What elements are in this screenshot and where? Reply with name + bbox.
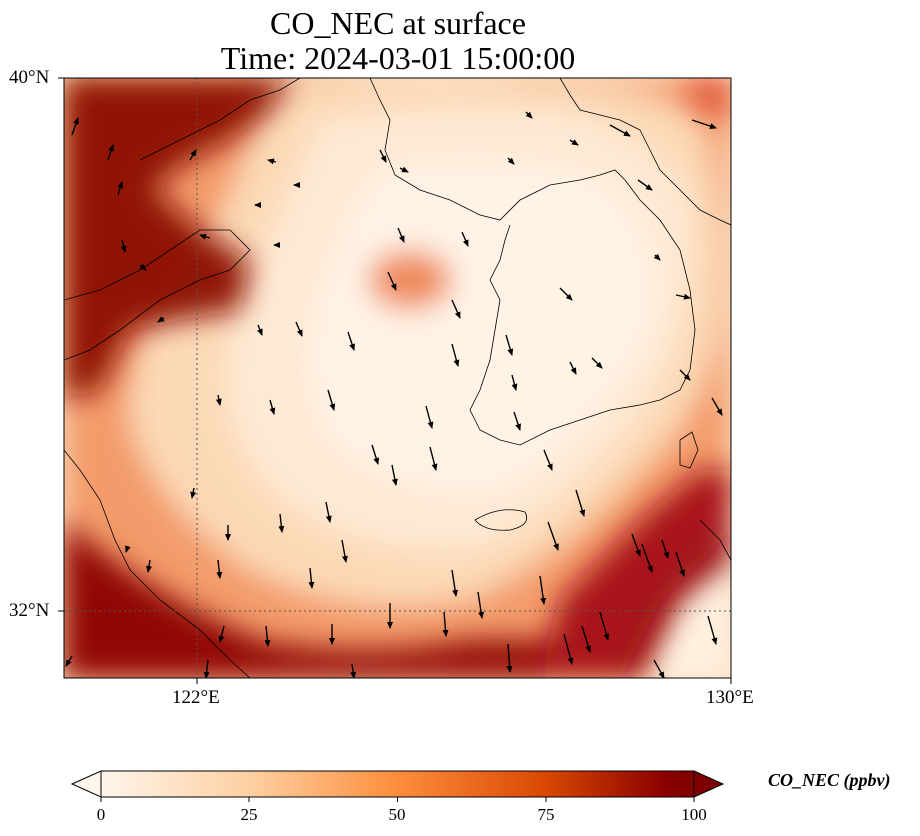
wind-arrow — [397, 227, 405, 243]
wind-arrow — [429, 446, 438, 471]
wind-arrow — [325, 501, 332, 523]
wind-arrow — [451, 299, 461, 319]
wind-arrow — [399, 166, 409, 173]
wind-arrow — [218, 625, 225, 643]
axis-ticks — [58, 77, 732, 684]
wind-arrow — [653, 659, 665, 678]
wind-arrow — [425, 405, 434, 429]
gridlines — [64, 78, 731, 678]
wind-arrow — [391, 464, 398, 486]
wind-arrow — [71, 117, 79, 136]
wind-arrow — [653, 253, 661, 261]
wind-arrow — [641, 543, 653, 573]
wind-arrow — [139, 263, 147, 271]
colorbar-tick-0: 0 — [96, 805, 106, 824]
colorbar-tick-25: 25 — [240, 805, 258, 824]
wind-arrow — [341, 539, 348, 563]
coastlines — [64, 78, 731, 678]
wind-arrow — [278, 513, 285, 533]
wind-arrow — [543, 449, 553, 471]
wind-arrow — [157, 316, 165, 323]
wind-arrow — [513, 411, 521, 431]
wind-arrow — [631, 533, 641, 557]
wind-arrow — [327, 389, 336, 411]
wind-arrow — [505, 334, 514, 356]
wind-arrow — [711, 397, 723, 416]
map-frame — [63, 77, 732, 679]
colorbar-tick-100: 100 — [681, 805, 707, 824]
colorbar-label: CO_NEC (ppbv) — [768, 770, 891, 790]
wind-arrow — [65, 655, 73, 667]
wind-arrow — [609, 124, 631, 137]
wind-arrow — [190, 487, 197, 499]
wind-arrow — [575, 489, 586, 517]
wind-vectors — [65, 111, 723, 678]
wind-arrow — [203, 659, 210, 678]
wind-arrow — [525, 111, 533, 119]
wind-arrow — [347, 331, 355, 351]
wind-arrow — [117, 181, 124, 196]
wind-arrow — [507, 157, 515, 165]
colorbar-tick-50: 50 — [388, 805, 406, 824]
colorbar-tick-75: 75 — [537, 805, 555, 824]
wind-arrow — [256, 324, 263, 336]
map-plot — [58, 77, 732, 684]
wind-arrow — [675, 293, 691, 300]
wind-arrow — [477, 591, 485, 619]
wind-arrow — [379, 149, 387, 163]
wind-arrow — [679, 369, 691, 381]
wind-arrow — [189, 149, 197, 161]
wind-arrow — [350, 663, 357, 678]
wind-arrow — [387, 271, 397, 291]
wind-arrow — [461, 231, 469, 247]
wind-arrow — [442, 611, 449, 637]
wind-arrow — [511, 374, 518, 391]
wind-arrow — [691, 119, 717, 129]
wind-arrow — [591, 357, 603, 369]
wind-arrow — [451, 343, 460, 367]
wind-arrow — [569, 361, 577, 375]
wind-arrow — [216, 559, 223, 579]
concentration-field — [64, 78, 731, 678]
wind-arrow — [199, 233, 211, 240]
wind-arrow — [146, 559, 152, 573]
wind-arrow — [559, 287, 573, 301]
wind-arrow — [267, 158, 277, 165]
wind-arrow — [506, 643, 513, 673]
wind-arrow — [563, 633, 574, 665]
lat-label-40n: 40°N — [9, 67, 50, 88]
wind-arrow — [371, 444, 380, 465]
map-title: CO_NEC at surface — [270, 5, 526, 41]
wind-arrow — [264, 625, 271, 647]
wind-arrow — [707, 615, 718, 645]
lat-label-32n: 32°N — [9, 600, 50, 621]
wind-arrow — [451, 569, 459, 597]
wind-arrow — [599, 611, 610, 641]
wind-arrow — [295, 321, 303, 337]
wind-arrow — [269, 399, 276, 415]
wind-arrow — [661, 539, 669, 559]
wind-arrow — [547, 521, 559, 551]
lon-label-122e: 122°E — [172, 687, 220, 708]
wind-arrow — [539, 575, 547, 605]
wind-arrow — [107, 144, 114, 161]
wind-arrow — [125, 545, 131, 553]
wind-arrow — [215, 394, 222, 406]
wind-arrow — [569, 139, 579, 146]
wind-arrow — [675, 551, 685, 577]
wind-arrow — [581, 625, 592, 653]
map-subtitle: Time: 2024-03-01 15:00:00 — [220, 40, 576, 76]
wind-arrow — [637, 179, 653, 191]
wind-arrow — [308, 567, 315, 589]
lon-label-130e: 130°E — [706, 687, 754, 708]
wind-arrow — [120, 239, 127, 253]
